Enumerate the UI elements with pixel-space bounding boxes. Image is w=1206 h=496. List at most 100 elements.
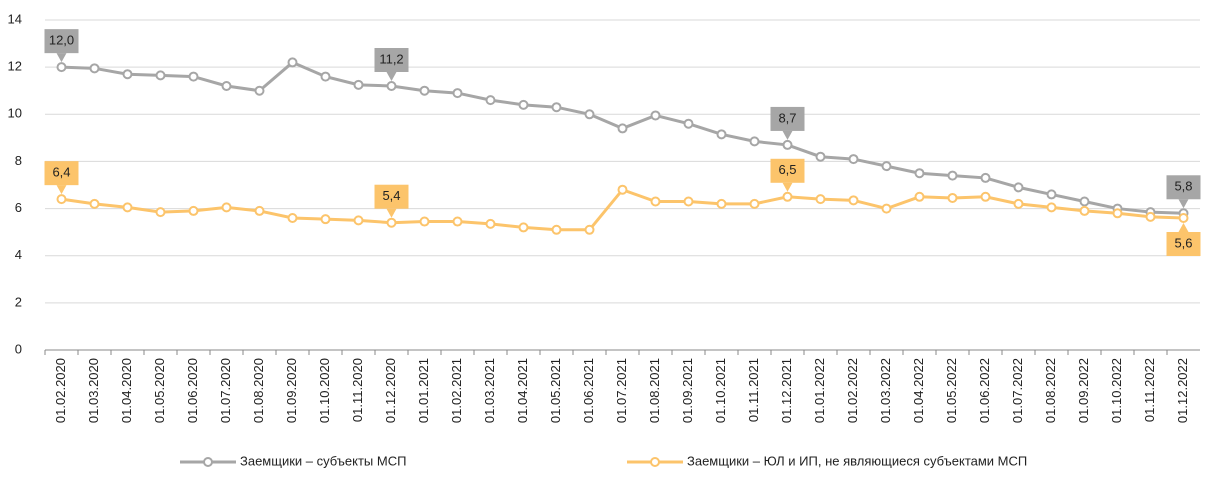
point: [848, 154, 859, 165]
x-tick-label: 01.11.2020: [350, 358, 365, 422]
point: [617, 123, 628, 134]
point: [56, 62, 67, 73]
x-tick-label: 01.10.2021: [713, 358, 728, 423]
x-tick-label: 01.12.2021: [779, 358, 794, 423]
y-tick-label: 10: [8, 106, 22, 121]
x-tick-label: 01.10.2020: [317, 358, 332, 423]
x-tick-label: 01.04.2022: [911, 358, 926, 423]
x-tick-label: 01.08.2022: [1043, 358, 1058, 423]
label-pointer: [1178, 199, 1189, 209]
point: [287, 57, 298, 68]
legend-marker: [650, 457, 660, 467]
label-box: [770, 106, 805, 131]
label-box: [374, 48, 409, 72]
point: [848, 195, 859, 206]
x-tick-label: 01.10.2022: [1109, 358, 1124, 423]
x-tick-label: 01.12.2022: [1175, 358, 1190, 423]
data-label: 6,5: [778, 162, 796, 177]
point: [980, 191, 991, 202]
point: [353, 215, 364, 226]
point: [485, 218, 496, 229]
label-box: [44, 29, 79, 54]
legend-label: Заемщики – субъекты МСП: [240, 453, 406, 468]
point: [815, 194, 826, 205]
label-pointer: [1178, 223, 1189, 232]
point: [1013, 198, 1024, 209]
y-tick-label: 14: [8, 11, 22, 26]
point: [419, 85, 430, 96]
x-tick-label: 01.06.2021: [581, 358, 596, 423]
point: [881, 161, 892, 172]
y-tick-label: 4: [15, 247, 22, 262]
point: [683, 118, 694, 129]
x-tick-label: 01.09.2022: [1076, 358, 1091, 423]
point: [947, 192, 958, 203]
x-tick-label: 01.05.2021: [548, 358, 563, 423]
point: [254, 205, 265, 216]
point: [551, 102, 562, 113]
label-box: [1166, 175, 1201, 200]
label-pointer: [782, 130, 793, 140]
data-label: 12,0: [49, 33, 74, 48]
y-tick-label: 6: [15, 200, 22, 215]
x-tick-label: 01.07.2021: [614, 358, 629, 423]
x-tick-label: 01.06.2020: [185, 358, 200, 423]
label-box: [374, 184, 409, 209]
point: [1178, 213, 1189, 223]
point: [1079, 196, 1090, 207]
x-tick-label: 01.02.2020: [53, 358, 68, 423]
point: [1013, 182, 1024, 193]
legend-marker: [203, 457, 213, 467]
x-tick-label: 01.11.2022: [1142, 358, 1157, 422]
data-label: 11,2: [379, 51, 403, 66]
point: [155, 207, 166, 218]
x-tick-label: 01.08.2020: [251, 358, 266, 423]
point: [485, 95, 496, 106]
x-tick-label: 01.04.2020: [119, 358, 134, 423]
point: [782, 139, 793, 150]
point: [89, 63, 100, 74]
y-tick-label: 2: [15, 294, 22, 309]
point: [89, 198, 100, 209]
point: [650, 110, 661, 121]
point: [386, 81, 397, 91]
point: [980, 172, 991, 183]
y-tick-label: 0: [15, 341, 22, 356]
legend-label: Заемщики – ЮЛ и ИП, не являющиеся субъек…: [687, 453, 1027, 468]
y-tick-label: 8: [15, 153, 22, 168]
point: [188, 205, 199, 216]
x-tick-label: 01.11.2021: [746, 358, 761, 422]
point: [683, 196, 694, 207]
point: [386, 217, 397, 228]
point: [287, 213, 298, 223]
x-tick-label: 01.02.2022: [845, 358, 860, 423]
x-tick-label: 01.07.2022: [1010, 358, 1025, 423]
x-tick-label: 01.04.2021: [515, 358, 530, 423]
x-tick-label: 01.01.2021: [416, 358, 431, 423]
point: [122, 69, 133, 80]
point: [815, 151, 826, 162]
point: [254, 85, 265, 96]
label-pointer: [782, 182, 793, 192]
x-tick-label: 01.05.2020: [152, 358, 167, 423]
point: [716, 129, 727, 140]
label-box: [44, 161, 79, 186]
y-tick-label: 12: [8, 59, 22, 74]
data-label: 5,4: [382, 188, 400, 203]
point: [155, 70, 166, 81]
point: [914, 191, 925, 202]
point: [584, 109, 595, 120]
point: [56, 194, 67, 205]
data-label: 6,4: [52, 165, 70, 180]
point: [353, 79, 364, 90]
data-label: 8,7: [778, 110, 796, 125]
point: [221, 81, 232, 91]
x-tick-label: 01.07.2020: [218, 358, 233, 423]
point: [419, 216, 430, 227]
label-pointer: [56, 53, 67, 63]
point: [221, 202, 232, 213]
label-pointer: [386, 208, 397, 218]
x-tick-label: 01.03.2020: [86, 358, 101, 423]
data-label: 5,8: [1174, 179, 1192, 194]
label-box: [770, 158, 805, 183]
